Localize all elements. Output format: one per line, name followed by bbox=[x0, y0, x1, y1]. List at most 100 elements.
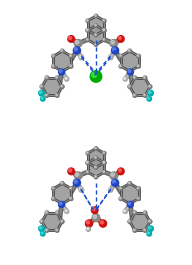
Circle shape bbox=[128, 202, 132, 206]
Polygon shape bbox=[88, 16, 104, 35]
Circle shape bbox=[41, 220, 42, 222]
Circle shape bbox=[128, 50, 130, 51]
Circle shape bbox=[95, 43, 96, 45]
Circle shape bbox=[52, 54, 55, 58]
Circle shape bbox=[60, 69, 64, 73]
Circle shape bbox=[94, 147, 98, 150]
Circle shape bbox=[70, 197, 71, 199]
Circle shape bbox=[95, 166, 96, 168]
Circle shape bbox=[137, 65, 139, 67]
Circle shape bbox=[65, 77, 67, 79]
Circle shape bbox=[94, 14, 98, 18]
Circle shape bbox=[86, 29, 88, 30]
Circle shape bbox=[55, 94, 59, 97]
Circle shape bbox=[86, 161, 89, 165]
Circle shape bbox=[128, 220, 130, 222]
Circle shape bbox=[86, 29, 89, 32]
Circle shape bbox=[86, 39, 88, 40]
Circle shape bbox=[128, 85, 132, 89]
Circle shape bbox=[52, 64, 55, 68]
Circle shape bbox=[52, 197, 54, 199]
Circle shape bbox=[133, 77, 135, 78]
Circle shape bbox=[137, 197, 140, 201]
Circle shape bbox=[93, 215, 97, 218]
Circle shape bbox=[103, 39, 104, 40]
Polygon shape bbox=[88, 158, 104, 177]
Circle shape bbox=[92, 208, 95, 211]
Circle shape bbox=[133, 211, 137, 215]
Circle shape bbox=[59, 70, 62, 73]
Circle shape bbox=[128, 202, 130, 204]
Circle shape bbox=[70, 187, 71, 189]
Circle shape bbox=[128, 85, 130, 87]
Circle shape bbox=[148, 227, 151, 229]
Circle shape bbox=[133, 229, 135, 231]
Circle shape bbox=[103, 38, 106, 42]
Polygon shape bbox=[88, 25, 104, 45]
Circle shape bbox=[103, 29, 106, 32]
Circle shape bbox=[123, 209, 127, 214]
Circle shape bbox=[120, 55, 121, 56]
Circle shape bbox=[60, 220, 64, 223]
Circle shape bbox=[143, 76, 147, 80]
Circle shape bbox=[103, 171, 104, 173]
Circle shape bbox=[86, 161, 88, 163]
Circle shape bbox=[86, 29, 88, 30]
Circle shape bbox=[69, 54, 73, 58]
Polygon shape bbox=[121, 183, 139, 204]
Circle shape bbox=[94, 24, 98, 27]
Circle shape bbox=[75, 173, 79, 176]
Circle shape bbox=[119, 64, 123, 68]
Circle shape bbox=[103, 161, 106, 165]
Circle shape bbox=[69, 187, 73, 190]
Circle shape bbox=[103, 29, 106, 32]
Circle shape bbox=[59, 202, 62, 205]
Circle shape bbox=[137, 54, 140, 58]
Circle shape bbox=[108, 188, 113, 192]
Circle shape bbox=[95, 34, 96, 35]
Circle shape bbox=[148, 85, 152, 89]
Circle shape bbox=[55, 76, 59, 80]
Circle shape bbox=[86, 161, 89, 165]
Circle shape bbox=[103, 19, 106, 23]
Circle shape bbox=[74, 180, 77, 183]
Circle shape bbox=[40, 220, 44, 223]
Polygon shape bbox=[130, 213, 150, 231]
Circle shape bbox=[86, 29, 89, 32]
Circle shape bbox=[128, 70, 131, 73]
Circle shape bbox=[95, 176, 96, 177]
Circle shape bbox=[86, 161, 88, 163]
Circle shape bbox=[75, 41, 79, 44]
Circle shape bbox=[61, 70, 63, 72]
Circle shape bbox=[61, 85, 63, 87]
Circle shape bbox=[41, 231, 45, 236]
Circle shape bbox=[61, 220, 63, 222]
Circle shape bbox=[103, 29, 104, 30]
Circle shape bbox=[52, 187, 55, 190]
Circle shape bbox=[148, 90, 153, 96]
Circle shape bbox=[61, 202, 63, 204]
Circle shape bbox=[60, 202, 64, 206]
Circle shape bbox=[149, 85, 150, 87]
Polygon shape bbox=[42, 213, 62, 231]
Circle shape bbox=[59, 201, 65, 207]
Circle shape bbox=[45, 211, 49, 215]
Circle shape bbox=[137, 187, 139, 189]
Circle shape bbox=[46, 94, 47, 96]
Circle shape bbox=[144, 211, 145, 213]
Circle shape bbox=[40, 85, 44, 89]
Circle shape bbox=[95, 15, 96, 16]
Circle shape bbox=[103, 152, 104, 153]
Circle shape bbox=[120, 197, 121, 199]
Circle shape bbox=[94, 33, 98, 37]
Circle shape bbox=[39, 227, 42, 229]
Circle shape bbox=[143, 94, 147, 97]
Circle shape bbox=[74, 39, 82, 47]
Circle shape bbox=[128, 70, 130, 72]
Circle shape bbox=[147, 231, 151, 236]
Circle shape bbox=[124, 210, 126, 212]
Circle shape bbox=[94, 156, 98, 160]
Circle shape bbox=[137, 197, 139, 199]
Circle shape bbox=[118, 37, 121, 39]
Circle shape bbox=[86, 152, 88, 153]
